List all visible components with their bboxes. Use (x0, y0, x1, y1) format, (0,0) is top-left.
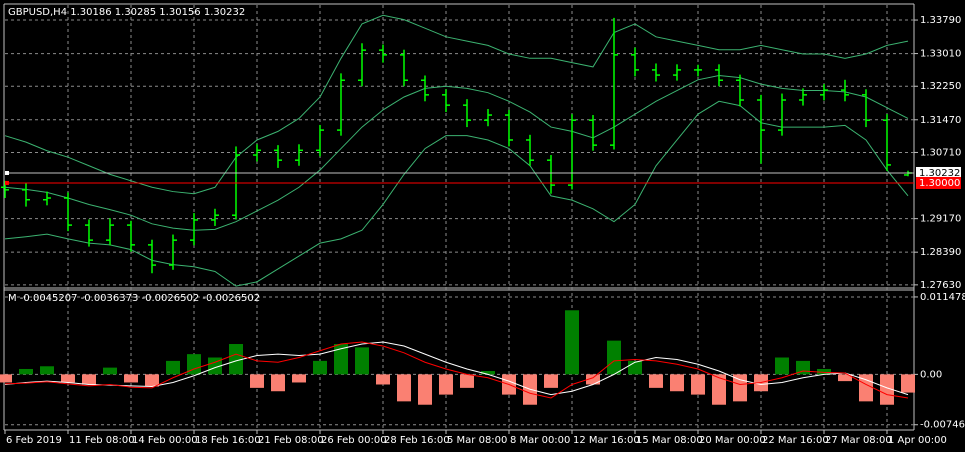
histogram-bar (271, 374, 285, 392)
histogram-bar (817, 368, 831, 375)
y-tick-label: 1.28390 (920, 247, 961, 258)
y-tick-label: 1.29170 (920, 214, 961, 225)
x-tick-label: 20 Mar 00:00 (699, 435, 766, 446)
histogram-bar (670, 374, 684, 392)
histogram-bar (229, 344, 243, 375)
y-tick-label: 1.33010 (920, 49, 961, 60)
histogram-bar (82, 374, 96, 385)
histogram-bar (460, 374, 474, 388)
y-tick-label: 1.33790 (920, 15, 961, 26)
histogram-bar (313, 360, 327, 375)
histogram-bar (145, 374, 159, 387)
histogram-bar (61, 374, 75, 383)
histogram-bar (250, 374, 264, 388)
x-tick-label: 18 Feb 16:00 (195, 435, 261, 446)
indicator-line (4, 341, 909, 399)
histogram-bar (691, 374, 705, 395)
y-tick-label: 1.30710 (920, 147, 961, 158)
histogram-bar (19, 368, 33, 375)
histogram-bar (838, 374, 852, 382)
price-marker (5, 170, 9, 175)
indicator-title: M -0.0045207 -0.0036373 -0.0026502 -0.00… (8, 293, 260, 304)
histogram-bar (40, 366, 54, 375)
x-tick-label: 5 Mar 08:00 (447, 435, 507, 446)
histogram-bar (355, 347, 369, 375)
histogram-bar (187, 354, 201, 375)
histogram-bar (334, 344, 348, 375)
price-label-box (916, 176, 961, 189)
histogram-bar (418, 374, 432, 405)
y-tick-label: 0.00 (920, 369, 942, 380)
histogram-bar (775, 357, 789, 375)
histogram-bar (124, 374, 138, 383)
x-tick-label: 26 Feb 00:00 (321, 435, 387, 446)
histogram-bar (481, 371, 495, 375)
x-tick-label: 8 Mar 00:00 (510, 435, 570, 446)
x-tick-label: 15 Mar 08:00 (636, 435, 703, 446)
histogram-bar (565, 310, 579, 375)
histogram-bar (628, 360, 642, 375)
band-lower (4, 100, 909, 287)
band-upper (4, 14, 909, 195)
histogram-bar (712, 374, 726, 405)
histogram-bar (586, 374, 600, 385)
histogram-bar (439, 374, 453, 395)
histogram-bar (376, 374, 390, 385)
histogram-bar (607, 340, 621, 375)
x-tick-label: 11 Feb 08:00 (69, 435, 135, 446)
x-tick-label: 22 Mar 16:00 (762, 435, 829, 446)
y-tick-label: 0.0114787 (920, 292, 965, 303)
y-tick-label: 1.27630 (920, 280, 961, 291)
histogram-bar (0, 374, 12, 383)
histogram-bar (901, 374, 915, 393)
price-label: 1.30232 (919, 168, 960, 179)
price-label: 1.30000 (919, 178, 960, 189)
x-tick-label: 12 Mar 16:00 (573, 435, 640, 446)
x-tick-label: 27 Mar 08:00 (825, 435, 892, 446)
histogram-bar (733, 374, 747, 402)
price-marker (5, 180, 9, 185)
x-tick-label: 21 Feb 08:00 (258, 435, 324, 446)
x-tick-label: 28 Feb 16:00 (384, 435, 450, 446)
histogram-bar (292, 374, 306, 383)
y-tick-label: 1.31470 (920, 115, 961, 126)
histogram-bar (103, 367, 117, 375)
histogram-bar (208, 357, 222, 375)
histogram-bar (166, 360, 180, 375)
histogram-bar (649, 374, 663, 388)
y-tick-label: -0.007466 (920, 420, 965, 431)
x-tick-label: 6 Feb 2019 (6, 435, 62, 446)
histogram-bar (544, 374, 558, 388)
histogram-bar (880, 374, 894, 405)
chart-title: GBPUSD,H4 1.30186 1.30285 1.30156 1.3023… (8, 7, 245, 18)
x-tick-label: 1 Apr 00:00 (888, 435, 947, 446)
histogram-bar (397, 374, 411, 402)
y-tick-label: 1.32250 (920, 81, 961, 92)
price-label-box (916, 166, 961, 179)
x-tick-label: 14 Feb 00:00 (132, 435, 198, 446)
band-middle (4, 74, 909, 231)
